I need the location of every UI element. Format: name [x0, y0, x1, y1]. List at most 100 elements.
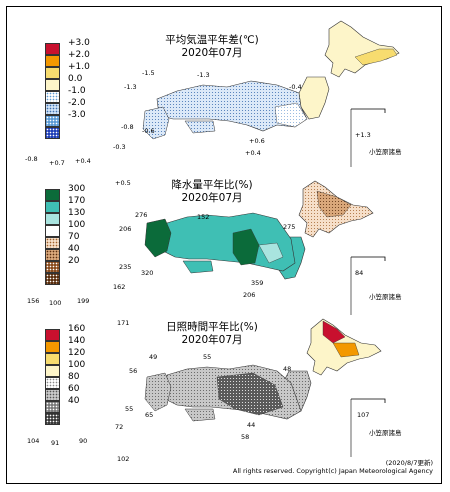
legend-swatch [45, 249, 60, 261]
panel-title-line1: 平均気温平年差(℃) [165, 34, 259, 46]
region-kyushu [142, 106, 170, 140]
ogasawara-inset-frame [351, 256, 386, 261]
legend-swatch [45, 237, 60, 249]
legend-label: -3.0 [68, 110, 86, 120]
legend-label: 140 [68, 336, 86, 346]
legend-label: -2.0 [68, 98, 86, 108]
legend-swatch [45, 43, 60, 55]
station-label: 56 [129, 367, 137, 375]
legend-swatch [45, 365, 60, 377]
station-label: 199 [77, 297, 89, 305]
station-label: +0.4 [75, 157, 91, 165]
region-central-dark [216, 372, 284, 416]
legend-swatch [45, 389, 60, 401]
station-label: +0.5 [115, 179, 131, 187]
map-precipitation: 小笠原諸島 +0.5 276 152 206 275 235 320 359 2… [27, 179, 402, 315]
legend-swatch [45, 55, 60, 67]
legend-label: 40 [68, 244, 80, 254]
legend-label: 170 [68, 196, 86, 206]
panel-title-precipitation: 降水量平年比(%) 2020年07月 [147, 179, 277, 204]
map-sunshine: 小笠原諸島 171 49 55 56 48 55 65 44 58 107 10… [27, 318, 402, 461]
station-label: -1.3 [197, 71, 210, 79]
footer-copyright: All rights reserved. Copyright(c) Japan … [232, 467, 433, 475]
station-label: 275 [283, 223, 295, 231]
station-label: 55 [203, 353, 211, 361]
region-shikoku [184, 408, 216, 422]
panel-title-line1: 日照時間平年比(%) [166, 321, 258, 333]
station-label: -0.4 [289, 83, 302, 91]
station-label: 107 [357, 411, 369, 419]
station-label: 206 [243, 291, 255, 299]
legend-label: 20 [68, 256, 80, 266]
station-label: -0.3 [113, 143, 126, 151]
legend-label: 100 [68, 360, 86, 370]
panel-sunshine: 日照時間平年比(%) 2020年07月 160 140 120 100 80 6… [7, 311, 443, 461]
legend-swatch [45, 261, 60, 273]
station-label: -1.3 [124, 83, 137, 91]
ogasawara-inset-frame [351, 108, 386, 113]
legend-swatch [45, 115, 60, 127]
legend-label: 130 [68, 208, 86, 218]
station-label: +0.6 [249, 137, 265, 145]
station-label: -0.8 [25, 155, 38, 163]
station-label: 104 [27, 437, 39, 445]
legend-label: -1.0 [68, 86, 86, 96]
region-hokkaido-mid [332, 342, 360, 358]
station-label: 320 [141, 269, 153, 277]
station-label: 55 [125, 405, 133, 413]
region-honshu [162, 212, 296, 272]
legend-swatch [45, 213, 60, 225]
legend-swatch [45, 413, 60, 425]
panel-precipitation: 降水量平年比(%) 2020年07月 300 170 130 100 70 40… [7, 167, 443, 317]
panel-title-line1: 降水量平年比(%) [171, 179, 253, 191]
region-hokkaido-sunny [322, 320, 346, 344]
footer-updated: (2020/8/7更新) [385, 459, 433, 467]
station-label: -0.8 [121, 123, 134, 131]
panel-title-line2: 2020年07月 [181, 191, 243, 204]
region-kanto [274, 102, 308, 128]
legend-swatch [45, 189, 60, 201]
station-label: 152 [197, 213, 209, 221]
legend-swatch [45, 103, 60, 115]
map-temperature: 小笠原諸島 -1.5 -1.3 -1.3 -0.4 -0.8 -0.6 +0.6… [25, 20, 402, 167]
legend-label: 120 [68, 348, 86, 358]
legend-swatch [45, 225, 60, 237]
panel-temperature: 平均気温平年差(℃) 2020年07月 +3.0 +2.0 +1.0 0.0 -… [7, 7, 443, 167]
legend-swatch [45, 91, 60, 103]
station-label: -0.6 [142, 127, 155, 135]
station-label: 65 [145, 411, 153, 419]
station-label: 90 [79, 437, 87, 445]
station-label: 276 [135, 211, 147, 219]
station-label: 102 [117, 455, 129, 461]
legend-swatch [45, 273, 60, 285]
station-label: +0.7 [49, 159, 65, 167]
station-label: 91 [51, 439, 59, 447]
station-label: 171 [117, 319, 129, 327]
legend-label: +1.0 [68, 62, 90, 72]
region-hokkaido-east [354, 48, 398, 66]
legend-swatch [45, 67, 60, 79]
legend-label: +3.0 [68, 38, 90, 48]
ogasawara-label: 小笠原諸島 [369, 147, 402, 156]
legend-label: 100 [68, 220, 86, 230]
panel-title-line2: 2020年07月 [181, 333, 243, 346]
station-label: 44 [247, 421, 255, 429]
station-label: 100 [49, 299, 61, 307]
region-hokkaido-dry [316, 190, 352, 218]
legend-label: 300 [68, 184, 86, 194]
region-kyushu [144, 372, 172, 412]
region-kanto-light [258, 242, 284, 264]
footer: (2020/8/7更新) All rights reserved. Copyri… [233, 459, 433, 475]
legend-label: +2.0 [68, 50, 90, 60]
station-label: 84 [355, 269, 363, 277]
legend-label: 40 [68, 396, 80, 406]
station-label: 162 [113, 283, 125, 291]
legend-swatch [45, 127, 60, 139]
panel-title-line2: 2020年07月 [181, 46, 243, 59]
region-shikoku [184, 120, 216, 134]
legend-swatch [45, 377, 60, 389]
station-label: 206 [119, 225, 131, 233]
station-label: +0.4 [245, 149, 261, 157]
legend-label: 60 [68, 384, 80, 394]
legend-swatch [45, 353, 60, 365]
